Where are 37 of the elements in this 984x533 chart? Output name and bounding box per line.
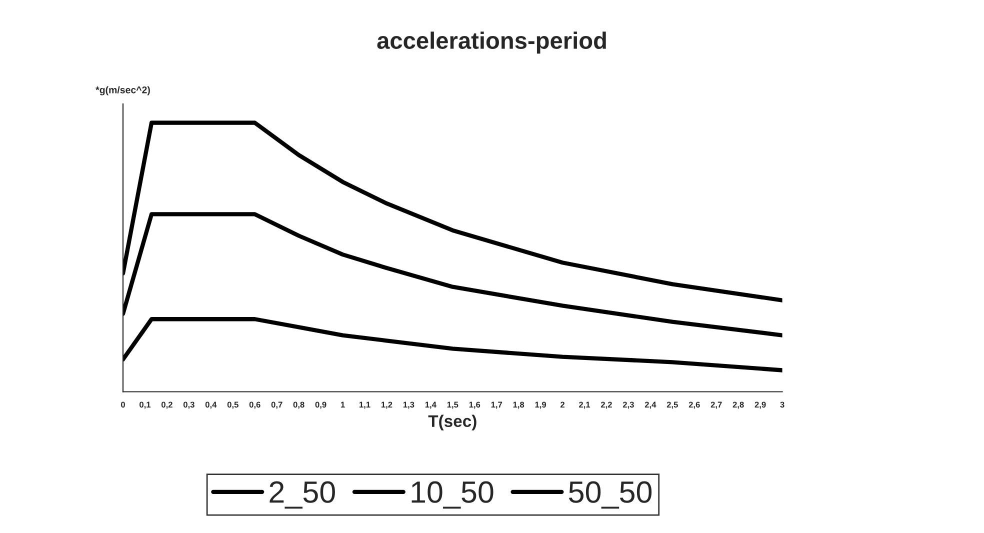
x-tick-label: 1,3 xyxy=(403,402,414,409)
x-tick-label: 0,2 xyxy=(161,402,172,409)
x-tick-label: 2,3 xyxy=(622,402,634,409)
x-tick-label: 2,1 xyxy=(578,402,590,409)
x-tick-label: 1 xyxy=(340,402,345,408)
x-tick-label: 2,8 xyxy=(732,402,744,409)
x-tick-label: 2,4 xyxy=(644,402,656,409)
x-tick-label: 0,6 xyxy=(249,402,260,409)
legend-label: 50_50 xyxy=(569,481,652,509)
x-tick-label: 2,2 xyxy=(600,402,612,409)
x-axis-title: T(sec) xyxy=(428,414,476,430)
x-tick-label: 2,6 xyxy=(688,402,700,409)
x-tick-label: 3 xyxy=(780,402,784,408)
x-tick-label: 0,5 xyxy=(227,402,238,409)
x-tick-label: 0,8 xyxy=(293,402,304,409)
x-tick-label: 1,2 xyxy=(381,402,392,409)
y-axis-title: *g(m/sec^2) xyxy=(96,86,150,96)
x-tick-label: 0,7 xyxy=(271,402,282,409)
x-tick-label: 1,4 xyxy=(425,402,436,409)
x-tick-label: 0,4 xyxy=(205,402,217,409)
x-tick-label: 2,9 xyxy=(754,402,766,409)
legend-label: 2_50 xyxy=(270,481,335,509)
x-tick-label: 0,1 xyxy=(140,402,151,409)
x-tick-label: 0,9 xyxy=(315,402,326,409)
x-tick-label: 2,5 xyxy=(666,402,678,409)
x-tick-label: 0,3 xyxy=(183,402,194,409)
x-tick-label: 1,1 xyxy=(359,402,370,409)
x-tick-label: 2,7 xyxy=(710,402,722,409)
x-tick-label: 1,5 xyxy=(447,402,458,409)
x-tick-label: 2 xyxy=(560,402,565,408)
legend-label: 10_50 xyxy=(412,481,494,509)
x-tick-label: 1,6 xyxy=(469,402,480,409)
x-tick-label: 1,9 xyxy=(535,402,546,409)
x-tick-label: 1,8 xyxy=(513,402,524,409)
x-tick-label: 0 xyxy=(121,402,125,408)
x-tick-label: 1,7 xyxy=(491,402,502,409)
chart-title: accelerations-period xyxy=(377,32,606,54)
